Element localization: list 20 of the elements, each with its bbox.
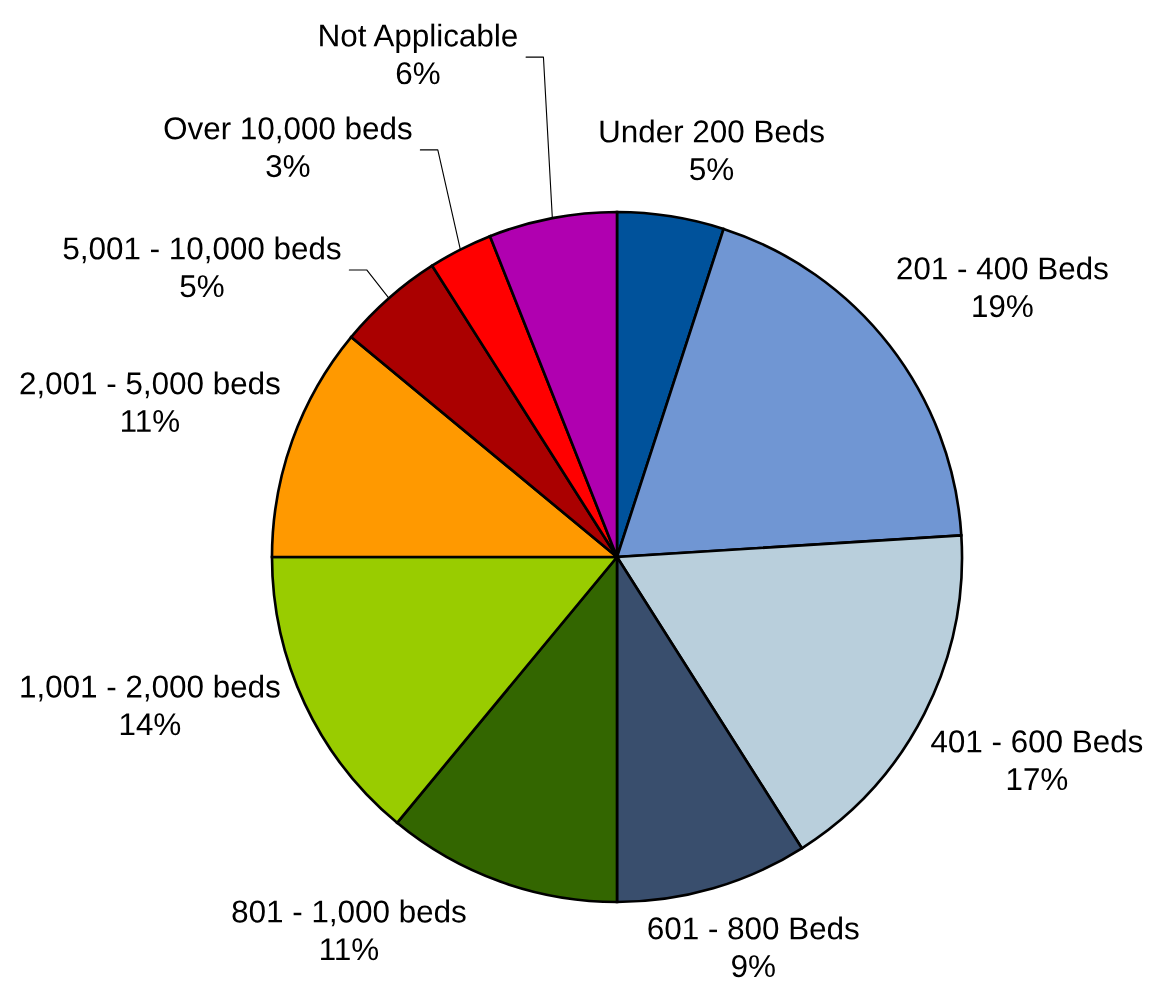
data-label: 17% xyxy=(1007,768,1068,791)
slice-label: 401 - 600 Beds xyxy=(931,729,1143,753)
slice-label: 2,001 - 5,000 beds xyxy=(20,371,280,399)
data-label: 14% xyxy=(120,713,181,736)
slice-label: 801 - 1,000 beds xyxy=(232,899,466,927)
data-label: 5% xyxy=(180,275,224,298)
slice-label: Over 10,000 beds xyxy=(164,116,412,144)
data-label: 11% xyxy=(321,938,379,961)
slice-label: 5,001 - 10,000 beds xyxy=(63,236,341,264)
data-label: 19% xyxy=(973,295,1033,318)
data-label: 5% xyxy=(690,158,734,181)
slice-label: Not Applicable xyxy=(320,23,517,53)
slice-label: 601 - 800 Beds xyxy=(648,916,859,940)
slice-label: 1,001 - 2,000 beds xyxy=(21,674,280,702)
data-label: 11% xyxy=(122,410,180,432)
data-label: 9% xyxy=(732,954,775,978)
slice-label: 201 - 400 Beds xyxy=(897,256,1108,280)
data-label: 6% xyxy=(396,62,440,85)
data-label: 3% xyxy=(266,154,310,178)
slice-label: Under 200 Beds xyxy=(600,119,824,143)
